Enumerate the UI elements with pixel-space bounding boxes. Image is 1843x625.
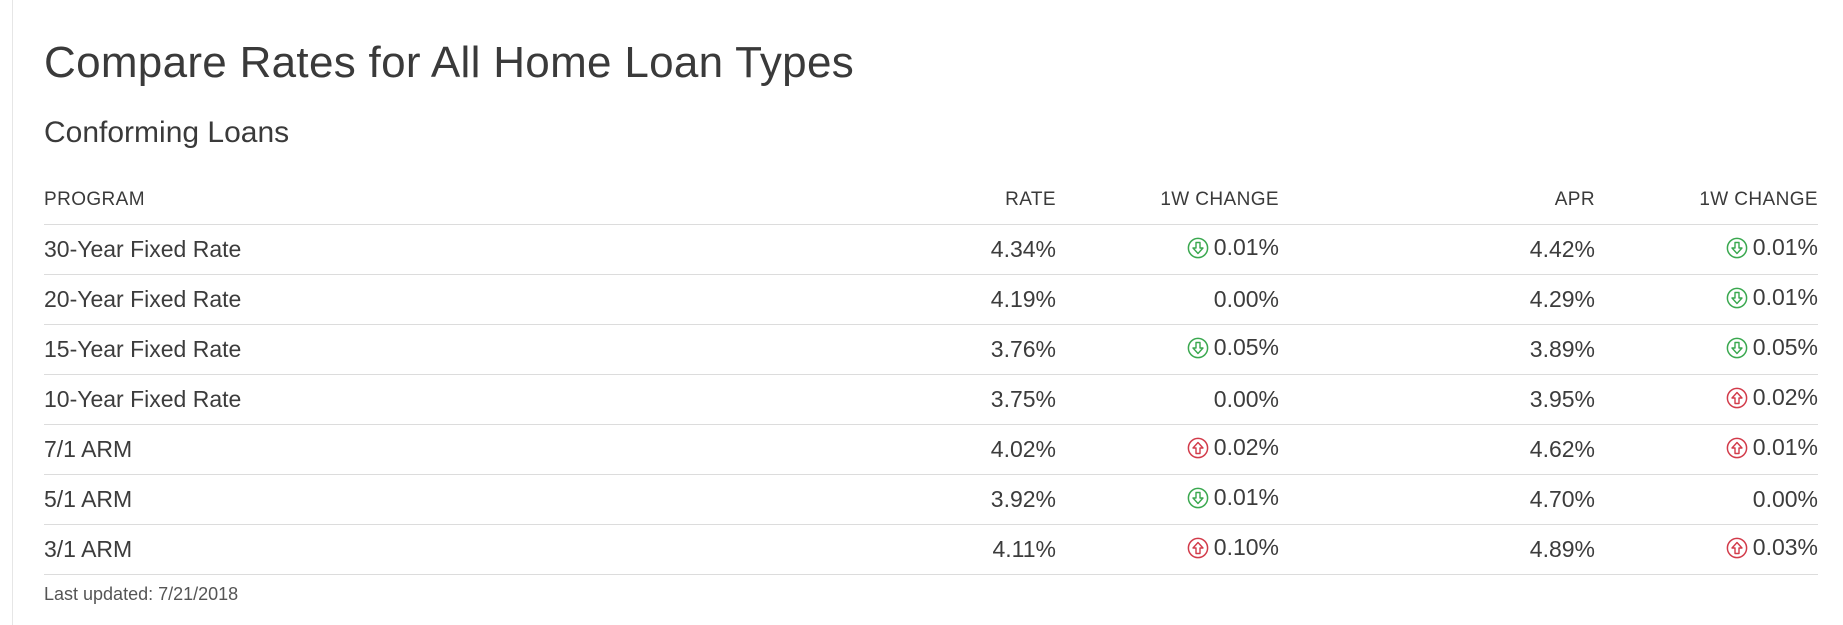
table-row: 15-Year Fixed Rate 3.76% 0.05% 3.89% 0.0… xyxy=(44,324,1818,375)
apr-change-value: 0.01% xyxy=(1752,284,1818,311)
apr-change-value: 0.02% xyxy=(1752,384,1818,411)
rate-change-value: 0.01% xyxy=(1213,234,1279,261)
apr-change-cell: 0.03% xyxy=(1595,524,1818,575)
rates-table: PROGRAM RATE 1W CHANGE APR 1W CHANGE 30-… xyxy=(44,176,1818,575)
program-name[interactable]: 3/1 ARM xyxy=(44,524,656,575)
apr-change-cell: 0.05% xyxy=(1595,324,1818,375)
arrow-down-circle-icon xyxy=(1187,487,1209,509)
rate-value: 3.92% xyxy=(656,474,1056,525)
table-row: 5/1 ARM 3.92% 0.01% 4.70% 0.00% xyxy=(44,474,1818,525)
apr-change-cell: 0.01% xyxy=(1595,274,1818,325)
header-rate: RATE xyxy=(656,176,1056,225)
rate-value: 4.19% xyxy=(656,274,1056,325)
program-name[interactable]: 30-Year Fixed Rate xyxy=(44,224,656,275)
rate-value: 4.02% xyxy=(656,424,1056,475)
arrow-up-circle-icon xyxy=(1726,387,1748,409)
apr-value: 4.89% xyxy=(1279,524,1595,575)
left-divider xyxy=(12,0,13,625)
apr-change-cell: 0.02% xyxy=(1595,374,1818,425)
rate-change-cell: 0.01% xyxy=(1056,474,1279,525)
arrow-up-circle-icon xyxy=(1726,537,1748,559)
apr-value: 3.89% xyxy=(1279,324,1595,375)
section-title: Conforming Loans xyxy=(44,116,290,149)
arrow-down-circle-icon xyxy=(1726,237,1748,259)
header-apr-change: 1W CHANGE xyxy=(1595,176,1818,225)
apr-change-cell: 0.01% xyxy=(1595,224,1818,275)
table-row: 3/1 ARM 4.11% 0.10% 4.89% 0.03% xyxy=(44,524,1818,575)
apr-change-value: 0.05% xyxy=(1752,334,1818,361)
table-row: 30-Year Fixed Rate 4.34% 0.01% 4.42% 0.0… xyxy=(44,224,1818,275)
rate-value: 3.76% xyxy=(656,324,1056,375)
rate-change-value: 0.02% xyxy=(1213,434,1279,461)
arrow-down-circle-icon xyxy=(1726,337,1748,359)
rate-value: 3.75% xyxy=(656,374,1056,425)
apr-value: 4.70% xyxy=(1279,474,1595,525)
apr-change-value: 0.03% xyxy=(1752,534,1818,561)
rate-change-cell: 0.05% xyxy=(1056,324,1279,375)
rate-change-cell: 0.01% xyxy=(1056,224,1279,275)
apr-change-value: 0.01% xyxy=(1752,434,1818,461)
program-name[interactable]: 15-Year Fixed Rate xyxy=(44,324,656,375)
arrow-up-circle-icon xyxy=(1187,437,1209,459)
apr-value: 4.62% xyxy=(1279,424,1595,475)
apr-change-value: 0.00% xyxy=(1752,486,1818,512)
program-name[interactable]: 5/1 ARM xyxy=(44,474,656,525)
rates-table-body: 30-Year Fixed Rate 4.34% 0.01% 4.42% 0.0… xyxy=(44,224,1818,575)
arrow-down-circle-icon xyxy=(1726,287,1748,309)
apr-change-cell: 0.01% xyxy=(1595,424,1818,475)
arrow-down-circle-icon xyxy=(1187,337,1209,359)
apr-change-value: 0.01% xyxy=(1752,234,1818,261)
program-name[interactable]: 10-Year Fixed Rate xyxy=(44,374,656,425)
apr-change-cell: 0.00% xyxy=(1595,474,1818,525)
header-rate-change: 1W CHANGE xyxy=(1056,176,1279,225)
rate-change-value: 0.00% xyxy=(1213,286,1279,312)
program-name[interactable]: 7/1 ARM xyxy=(44,424,656,475)
arrow-up-circle-icon xyxy=(1187,537,1209,559)
rate-change-cell: 0.00% xyxy=(1056,274,1279,325)
arrow-up-circle-icon xyxy=(1726,437,1748,459)
table-row: 10-Year Fixed Rate 3.75% 0.00% 3.95% 0.0… xyxy=(44,374,1818,425)
rate-value: 4.34% xyxy=(656,224,1056,275)
table-row: 7/1 ARM 4.02% 0.02% 4.62% 0.01% xyxy=(44,424,1818,475)
program-name[interactable]: 20-Year Fixed Rate xyxy=(44,274,656,325)
apr-value: 3.95% xyxy=(1279,374,1595,425)
table-header-row: PROGRAM RATE 1W CHANGE APR 1W CHANGE xyxy=(44,176,1818,225)
apr-value: 4.42% xyxy=(1279,224,1595,275)
arrow-down-circle-icon xyxy=(1187,237,1209,259)
rate-change-value: 0.01% xyxy=(1213,484,1279,511)
rate-change-value: 0.10% xyxy=(1213,534,1279,561)
header-apr: APR xyxy=(1279,176,1595,225)
table-row: 20-Year Fixed Rate 4.19% 0.00% 4.29% 0.0… xyxy=(44,274,1818,325)
header-program: PROGRAM xyxy=(44,176,656,225)
page-title: Compare Rates for All Home Loan Types xyxy=(44,38,855,87)
rate-value: 4.11% xyxy=(656,524,1056,575)
rate-change-cell: 0.02% xyxy=(1056,424,1279,475)
apr-value: 4.29% xyxy=(1279,274,1595,325)
rate-change-cell: 0.00% xyxy=(1056,374,1279,425)
last-updated: Last updated: 7/21/2018 xyxy=(44,584,239,604)
rate-change-value: 0.00% xyxy=(1213,386,1279,412)
rate-change-cell: 0.10% xyxy=(1056,524,1279,575)
rate-change-value: 0.05% xyxy=(1213,334,1279,361)
